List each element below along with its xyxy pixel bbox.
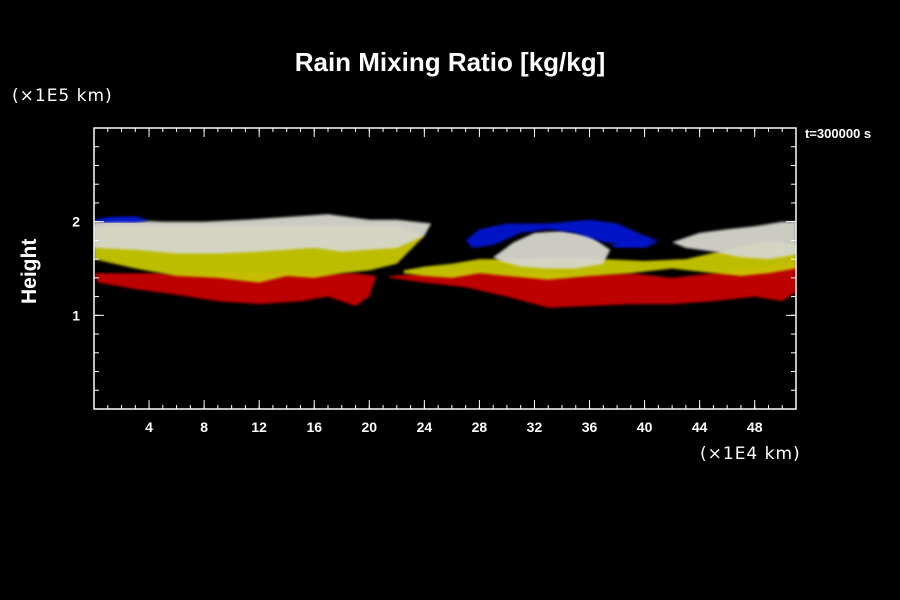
time-stamp: t=300000 s [805, 126, 872, 141]
field-region-blue-cap-0 [94, 216, 150, 223]
x-tick-label: 40 [637, 419, 653, 435]
x-tick-label: 36 [582, 419, 598, 435]
field-region-white-top-2 [672, 221, 796, 260]
x-axis-unit: (×1E4 km) [700, 444, 801, 464]
x-tick-label: 16 [306, 419, 322, 435]
y-axis-unit: (×1E5 km) [12, 86, 113, 106]
plot-frame [93, 127, 797, 410]
chart-title: Rain Mixing Ratio [kg/kg] [294, 47, 606, 77]
y-tick-label: 2 [72, 214, 80, 230]
x-tick-label: 20 [362, 419, 378, 435]
x-tick-label: 48 [747, 419, 763, 435]
x-tick-label: 4 [145, 419, 153, 435]
field-layers [94, 214, 796, 308]
y-tick-label: 1 [72, 307, 80, 323]
field-region-red-base-0 [94, 273, 377, 306]
field-region-blue-cap-2 [610, 240, 659, 248]
x-tick-label: 28 [472, 419, 488, 435]
x-tick-label: 24 [417, 419, 433, 435]
field-region-white-top-0 [94, 214, 432, 254]
x-tick-label: 12 [251, 419, 267, 435]
field-region-blue-cap-1 [465, 219, 659, 248]
x-tick-label: 8 [200, 419, 208, 435]
x-tick-label: 32 [527, 419, 543, 435]
field-region-white-top-1 [493, 231, 611, 269]
x-tick-label: 44 [692, 419, 708, 435]
field-region-red-base-1 [389, 263, 796, 308]
